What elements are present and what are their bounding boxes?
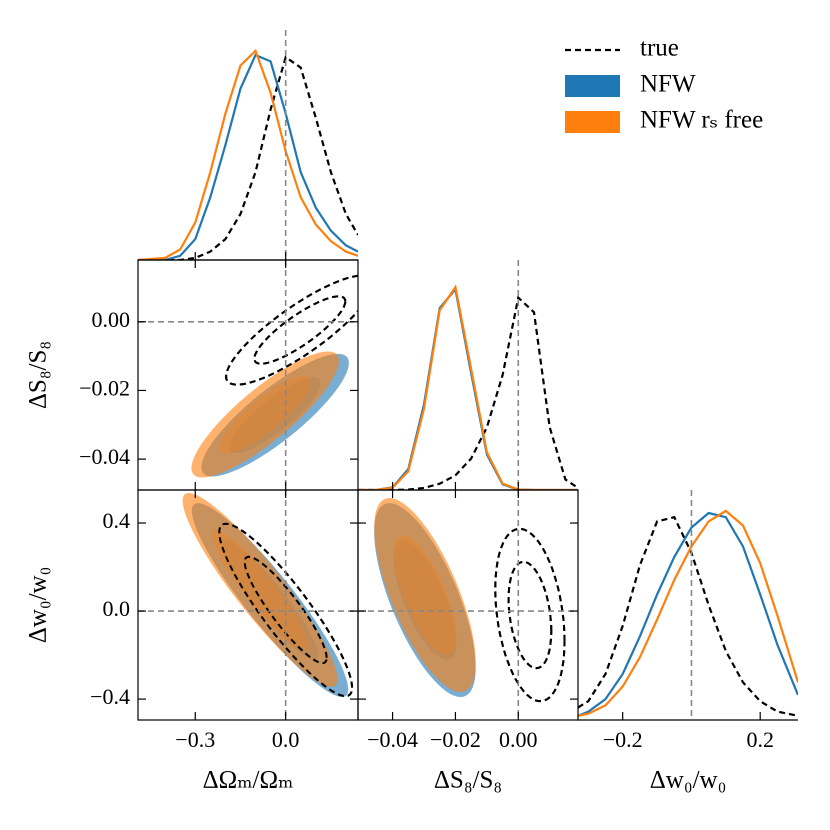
x-axis-label: ΔS₈/S₈ (434, 767, 502, 794)
marginal-curve (138, 53, 358, 260)
legend-swatch (565, 75, 620, 97)
marginal-panel (578, 509, 798, 717)
contour-outline (243, 555, 328, 665)
legend-label: NFW (640, 71, 696, 98)
contour-outline (218, 522, 354, 698)
marginal-panel (358, 284, 578, 490)
marginal-curve (578, 515, 798, 717)
contour-outline-panel (218, 522, 354, 698)
x-tick-label: 0.0 (272, 727, 300, 752)
y-tick-label: 0.4 (103, 508, 131, 533)
contour-outline (225, 274, 358, 386)
x-tick-label: −0.3 (175, 727, 215, 752)
contour (374, 498, 476, 692)
marginal-curve (358, 284, 578, 490)
legend-swatch (565, 111, 620, 133)
contour-panel (191, 274, 358, 478)
contour (219, 375, 311, 454)
y-tick-label: −0.4 (90, 684, 130, 709)
contour (212, 530, 308, 650)
legend-label: true (640, 35, 679, 62)
contour (507, 560, 553, 670)
x-axis-label: ΔΩₘ/Ωₘ (203, 767, 294, 794)
marginal-panel (138, 48, 358, 260)
x-axis-label: Δw₀/w₀ (650, 767, 727, 794)
contour (191, 351, 339, 478)
contour-outline-panel (225, 274, 358, 386)
marginal-curve (358, 295, 578, 490)
contour-outline (507, 560, 553, 670)
y-tick-label: −0.02 (79, 375, 130, 400)
y-tick-label: −0.04 (79, 444, 130, 469)
contour-outline-panel (494, 527, 566, 703)
x-tick-label: 0.00 (499, 727, 538, 752)
marginal-curve (138, 55, 358, 260)
panel-frame (357, 489, 579, 721)
x-tick-label: 0.2 (746, 727, 774, 752)
y-tick-label: 0.00 (92, 307, 131, 332)
marginal-curve (578, 511, 798, 717)
y-axis-label: Δw₀/w₀ (25, 567, 52, 644)
x-tick-label: −0.2 (603, 727, 643, 752)
marginal-curve (138, 48, 358, 260)
y-axis-label: ΔS₈/S₈ (25, 341, 52, 409)
contour-panel (374, 498, 566, 703)
x-tick-label: −0.02 (430, 727, 481, 752)
marginal-curve (578, 509, 798, 717)
x-tick-label: −0.04 (367, 727, 418, 752)
contour-outline (494, 527, 566, 703)
contour (393, 535, 457, 655)
contour-panel (182, 493, 354, 698)
legend-label: NFW rₛ free (640, 107, 763, 134)
contour (494, 527, 566, 703)
y-tick-label: 0.0 (103, 596, 131, 621)
